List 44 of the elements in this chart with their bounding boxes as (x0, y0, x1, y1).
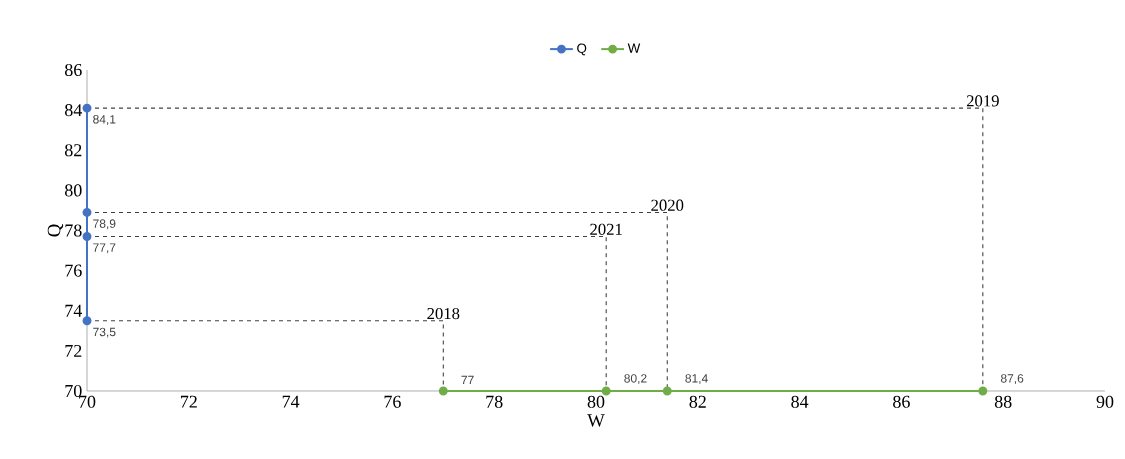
data-label: 77,7 (93, 243, 116, 254)
y-axis-title: Q (47, 224, 64, 237)
point (438, 386, 448, 396)
point (82, 316, 92, 326)
annotation: 81,4 (685, 374, 708, 385)
point (82, 103, 92, 113)
point (978, 386, 988, 396)
legend-label: Q (577, 43, 587, 56)
x-tick-label: 82 (689, 395, 706, 408)
x-axis-title: W (587, 414, 605, 427)
legend-label: W (627, 43, 641, 53)
point (82, 207, 92, 217)
annotation: 2019 (966, 95, 999, 107)
point (662, 386, 672, 396)
y-tick-label: 78 (65, 224, 82, 237)
x-tick-label: 86 (893, 395, 910, 408)
data-label: 73,5 (93, 327, 116, 338)
y-tick-label: 80 (64, 184, 82, 197)
point (82, 232, 92, 241)
x-tick-label: 88 (994, 395, 1012, 408)
point (601, 386, 611, 396)
y-tick-label: 74 (65, 304, 83, 317)
x-tick-label: 84 (791, 395, 809, 408)
annotation: 2018 (427, 307, 460, 320)
x-tick-label: 70 (79, 395, 96, 408)
y-tick-label: 82 (64, 144, 82, 157)
data-label: 78,9 (93, 219, 116, 230)
annotation: 2021 (590, 223, 622, 235)
annotation: 80,2 (624, 374, 647, 385)
annotation: 2020 (651, 199, 684, 211)
y-tick-label: 72 (65, 344, 82, 357)
x-tick-label: 74 (282, 395, 300, 408)
annotation: 87,6 (1000, 374, 1024, 385)
data-label: 84,1 (93, 115, 116, 125)
x-tick-label: 78 (486, 395, 503, 408)
y-tick-label: 86 (64, 63, 82, 77)
x-tick-label: 76 (384, 395, 401, 408)
y-tick-label: 76 (65, 264, 82, 277)
y-tick-label: 70 (65, 384, 82, 398)
x-tick-label: 80 (587, 395, 605, 408)
annotation: 77 (461, 375, 474, 385)
x-tick-label: 72 (181, 395, 197, 408)
x-tick-label: 90 (1096, 395, 1114, 408)
y-tick-label: 84 (64, 104, 83, 117)
